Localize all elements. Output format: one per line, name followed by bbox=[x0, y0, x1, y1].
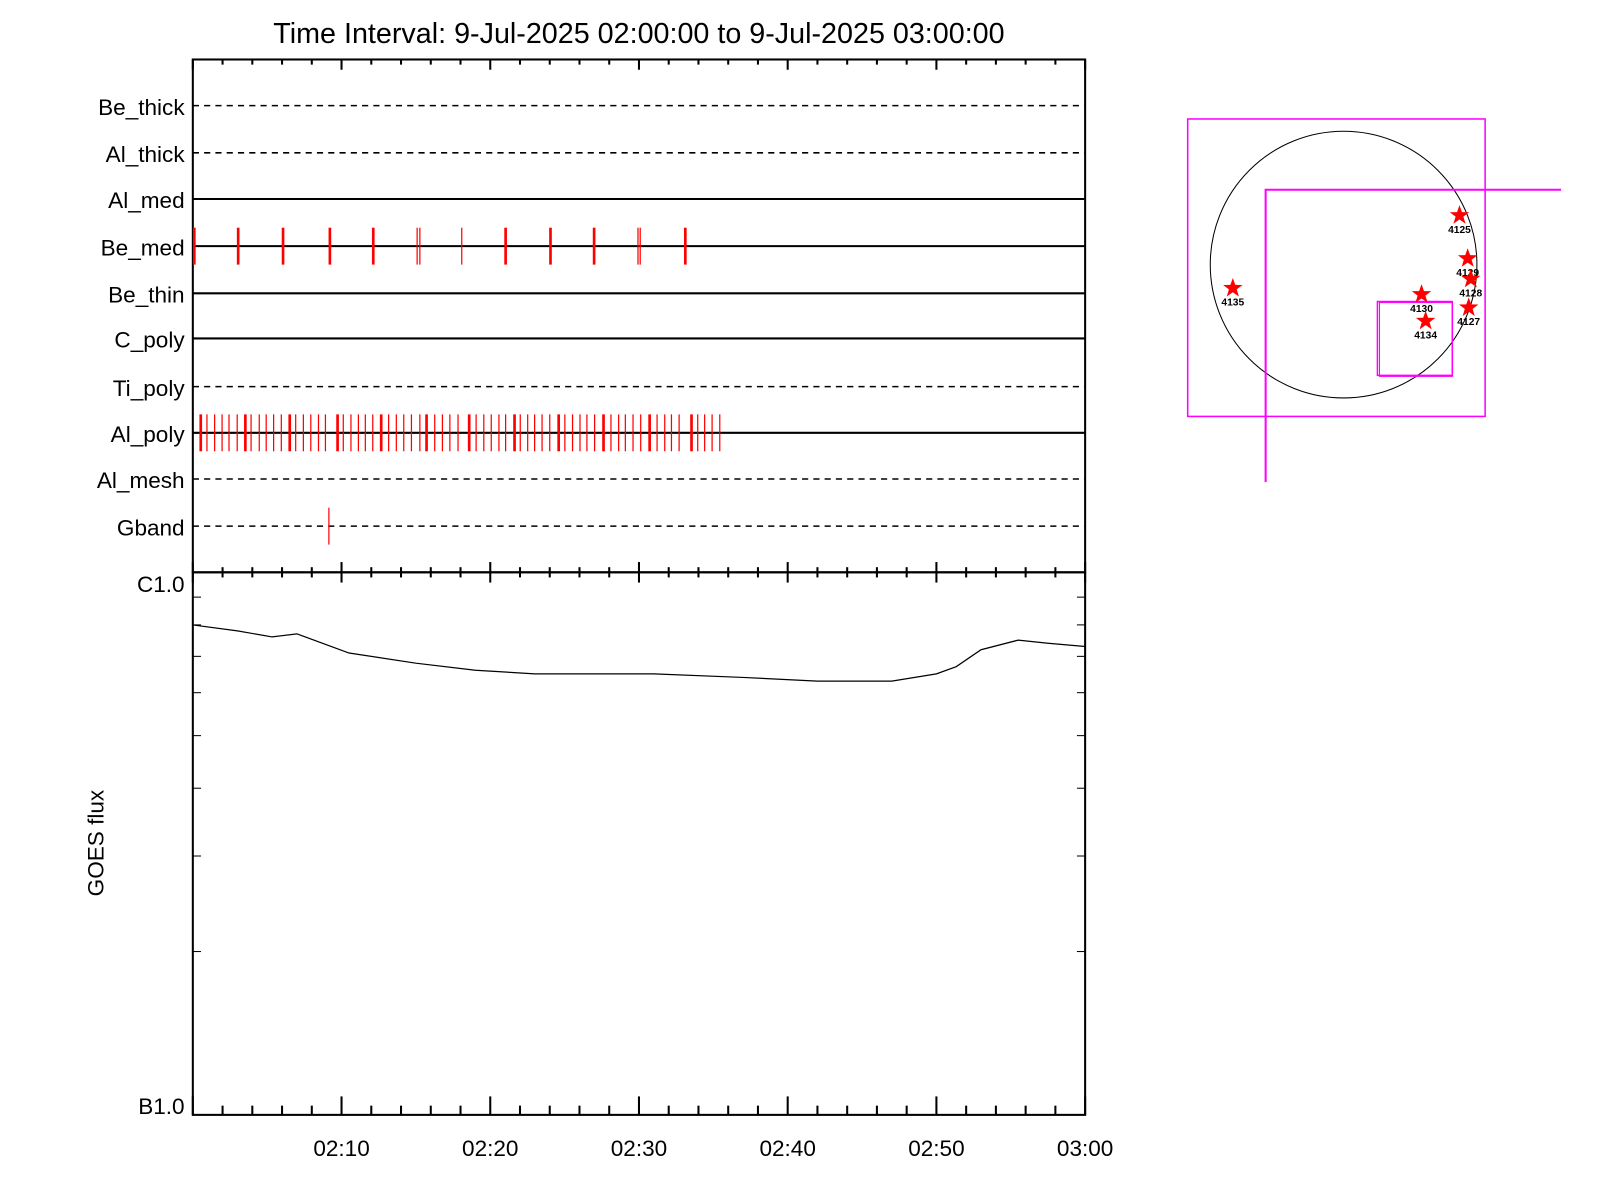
row-label-be_thick: Be_thick bbox=[98, 95, 185, 120]
active-region-star-icon bbox=[1457, 248, 1478, 267]
row-label-be_med: Be_med bbox=[101, 235, 185, 260]
active-region-label: 4135 bbox=[1221, 298, 1244, 309]
x-tick-label: 02:50 bbox=[908, 1136, 964, 1161]
goes-flux-panel: 02:10 02:20 02:30 02:40 02:50 03:00 B1.0 C1.0 GO… bbox=[84, 571, 1113, 1161]
row-label-al_med: Al_med bbox=[108, 188, 184, 213]
fov-box-large bbox=[1186, 118, 1486, 418]
x-tick-label: 03:00 bbox=[1057, 1136, 1113, 1161]
active-region-star-icon bbox=[1461, 268, 1481, 288]
row-label-gband: Gband bbox=[117, 515, 185, 540]
active-region-star-icon bbox=[1411, 284, 1432, 303]
active-region-label: 4127 bbox=[1457, 317, 1480, 328]
active-region-label: 4129 bbox=[1456, 268, 1479, 279]
active-region-label: 4130 bbox=[1410, 304, 1433, 315]
active-region-label: 4128 bbox=[1459, 288, 1482, 299]
y-axis-title: GOES flux bbox=[84, 789, 109, 896]
x-tick-label: 02:10 bbox=[313, 1136, 369, 1161]
solar-limb bbox=[1209, 130, 1478, 399]
x-tick-label: 02:20 bbox=[462, 1136, 518, 1161]
active-region-label: 4134 bbox=[1414, 330, 1437, 341]
active-region-star-icon bbox=[1223, 277, 1243, 297]
active-region-star-icon bbox=[1415, 310, 1436, 330]
row-label-al_thick: Al_thick bbox=[106, 142, 186, 167]
goes-flux-line bbox=[192, 624, 1086, 682]
upper-frame bbox=[191, 58, 1087, 574]
row-label-c_poly: C_poly bbox=[114, 328, 185, 353]
row-label-be_thin: Be_thin bbox=[108, 283, 184, 308]
y-tick-label-b1: B1.0 bbox=[138, 1094, 184, 1119]
filter-timeline-panel: Be_thick Al_thick Al_med Be_med Be_thin C_pol… bbox=[97, 58, 1087, 583]
x-tick-label: 02:40 bbox=[759, 1136, 815, 1161]
lower-frame bbox=[191, 571, 1087, 1116]
x-tick-label: 02:30 bbox=[611, 1136, 667, 1161]
row-label-ti_poly: Ti_poly bbox=[113, 376, 186, 401]
active-region-star-icon bbox=[1458, 297, 1479, 316]
solar-disk-panel: 4125 4129 4128 4130 4127 4134 4135 bbox=[1186, 118, 1562, 483]
row-label-al_poly: Al_poly bbox=[111, 422, 186, 447]
row-label-al_mesh: Al_mesh bbox=[97, 468, 185, 493]
active-region-label: 4125 bbox=[1448, 225, 1471, 236]
active-region-star-icon bbox=[1449, 205, 1470, 224]
y-tick-label-c1: C1.0 bbox=[137, 572, 185, 597]
fov-box-offset bbox=[1264, 188, 1562, 483]
chart-title: Time Interval: 9-Jul-2025 02:00:00 to 9-… bbox=[273, 18, 1004, 50]
fov-box-small-2 bbox=[1378, 302, 1453, 377]
